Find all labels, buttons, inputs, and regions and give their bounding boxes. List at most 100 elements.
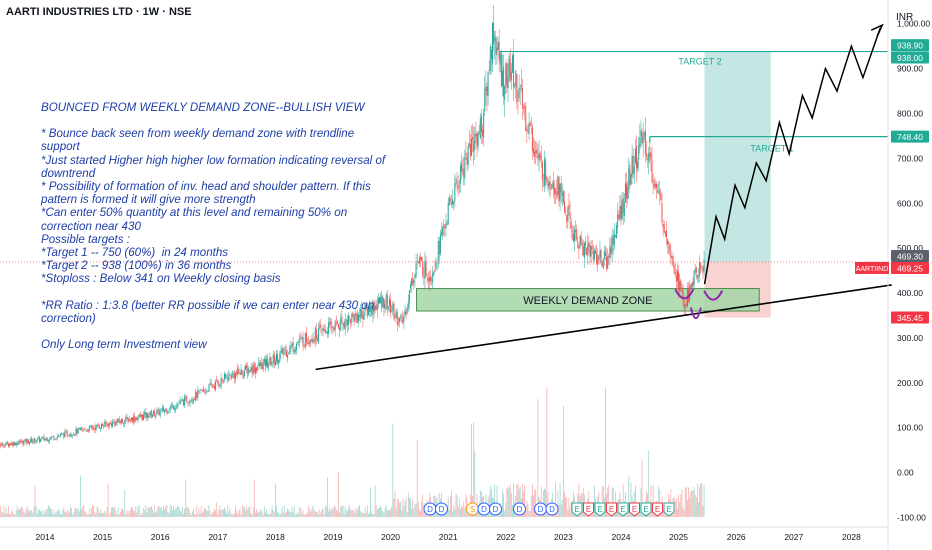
event-marker-label: D [427,505,433,514]
volume-bar [91,507,92,517]
candle-body [24,439,26,441]
candle-body [536,149,538,154]
currency-label[interactable]: INR [896,12,914,23]
candle-body [96,424,98,426]
volume-bar [21,506,23,517]
volume-bar [64,511,66,517]
candle-body [441,231,443,234]
candle-body [191,401,193,403]
volume-bar [144,509,146,517]
volume-bar [528,510,530,517]
candle-body [459,165,461,184]
candle-body [616,225,618,239]
candle-body [348,316,350,325]
volume-bar [119,512,121,517]
volume-bar [40,511,41,517]
volume-bar [131,506,132,517]
volume-bar [235,506,236,517]
volume-bar [85,512,87,517]
candle-body [172,405,174,410]
candle-body [698,276,700,278]
volume-bar [684,487,686,517]
candle-body [174,408,176,411]
candle-body [657,190,659,193]
volume-bar [464,507,466,517]
candle-body [582,246,584,256]
candle-body [681,287,683,292]
candle-body [240,369,242,376]
volume-bar [292,512,294,517]
candle-body [244,365,246,370]
candle-body [473,141,475,152]
dividend-marker-shape [545,502,559,516]
candle-body [57,436,59,437]
candle-body [119,421,121,423]
candle-body [84,428,86,430]
volume-bar [413,508,415,517]
candle-body [451,202,453,205]
candle-body [700,262,702,268]
volume-bar [232,514,234,517]
candle-body [470,138,472,156]
candle-body [88,426,90,431]
candle-body [2,443,4,446]
candle-body [72,435,74,436]
candle-body [239,373,241,375]
volume-bar [327,477,328,517]
candle-body [26,439,28,444]
volume-bar [265,511,266,517]
candle-body [308,342,310,344]
symbol-header[interactable]: AARTI INDUSTRIES LTD · 1W · NSE [6,6,192,18]
candle-body [377,297,379,305]
volume-bar [255,512,256,517]
price-label-text: 938.00 [897,53,923,63]
volume-bar [407,492,409,517]
candle-body [435,262,437,269]
time-axis-tick: 2019 [324,532,343,542]
volume-bar [300,507,302,517]
candle-body [321,329,323,331]
candle-body [97,424,99,427]
candle-body [500,53,502,87]
candle-body [62,433,64,435]
candle-body [231,372,233,378]
candle-body [610,247,612,255]
volume-bar [362,513,364,517]
candle-body [50,437,52,440]
candle-body [381,295,383,309]
price-axis-tick: 100.00 [897,423,923,433]
candle-body [112,421,114,427]
volume-bar [341,505,343,517]
annotation-line: *Can enter 50% quantity at this level an… [41,206,351,233]
volume-bar [354,513,356,517]
candle-body [503,67,505,97]
volume-bar [324,505,326,517]
candle-body [640,130,642,137]
candle-body [696,275,698,278]
volume-bar [218,509,220,517]
candle-body [78,428,80,430]
price-label-box [891,39,929,52]
candle-body [206,390,208,392]
volume-bar [152,509,153,517]
volume-bar [496,485,498,517]
candle-body [401,316,403,318]
candle-body [425,261,427,276]
candle-body [460,163,462,172]
candle-body [668,241,670,244]
volume-bar [216,502,218,517]
candle-body [375,305,377,311]
volume-bar [5,507,7,517]
candle-body [67,435,69,437]
volume-bar [455,493,457,517]
candle-body [398,318,400,323]
volume-bar [695,497,697,517]
event-marker-label: E [632,505,637,514]
volume-bar [545,489,547,517]
candle-body [254,367,256,374]
volume-bar [132,508,133,517]
candle-body [336,320,338,325]
volume-bar [674,501,676,517]
